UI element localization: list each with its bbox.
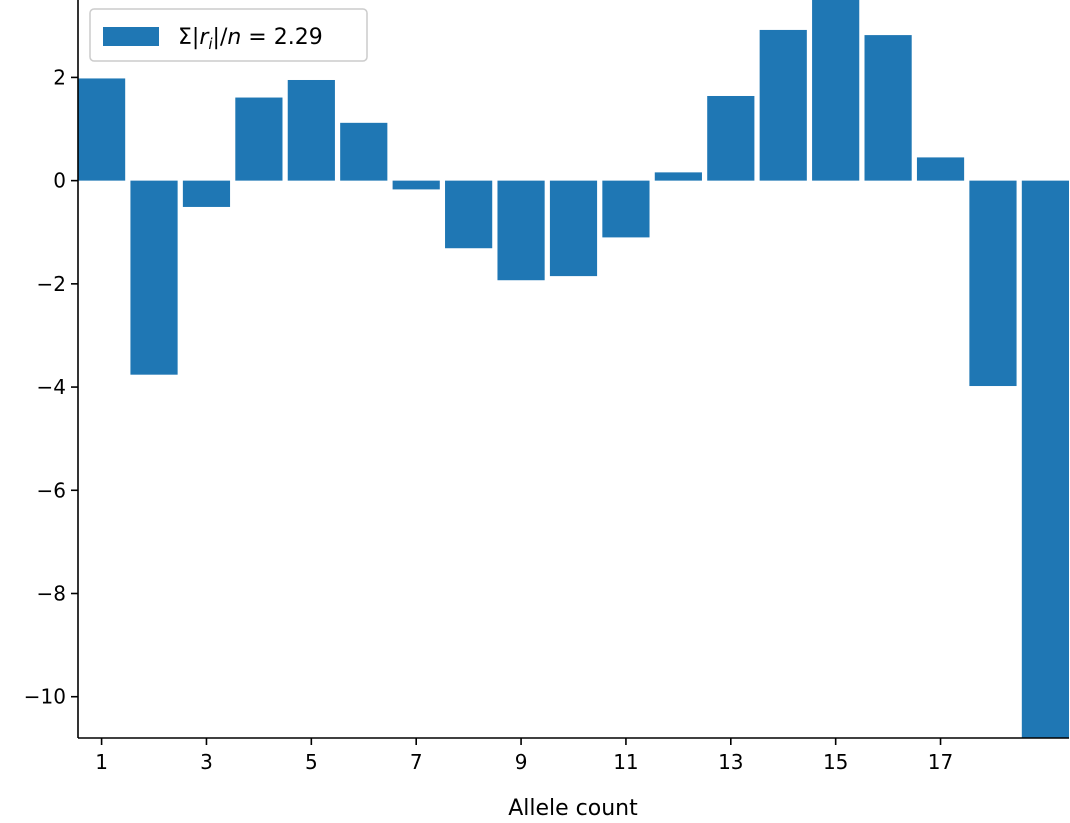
bar-8 <box>445 180 493 249</box>
x-tick-label-1: 1 <box>95 750 108 774</box>
axes-group <box>77 0 1069 739</box>
bar-1 <box>78 78 126 181</box>
bar-4 <box>235 97 283 181</box>
y-tick-label--6: −6 <box>37 478 66 502</box>
bar-13 <box>707 95 755 181</box>
x-tick-label-17: 17 <box>928 750 953 774</box>
x-tick-label-5: 5 <box>305 750 318 774</box>
bar-5 <box>287 79 335 181</box>
x-tick-label-3: 3 <box>200 750 213 774</box>
y-tick-label-2: 2 <box>53 65 66 89</box>
bar-17 <box>916 157 965 181</box>
y-tick-label--8: −8 <box>37 581 66 605</box>
bar-12 <box>654 172 702 181</box>
x-axis-label: Allele count <box>508 796 638 821</box>
y-tick-label--10: −10 <box>24 685 66 709</box>
bar-2 <box>130 180 178 375</box>
bar-11 <box>602 180 650 238</box>
y-tick-label--4: −4 <box>37 375 66 399</box>
ticks-group: 1 3 5 7 9 11 13 15 17−10−8−6−4−202 <box>24 65 953 774</box>
x-tick-label-13: 13 <box>718 750 743 774</box>
bar-16 <box>864 35 912 181</box>
bar-3 <box>182 180 231 207</box>
x-tick-label-9: 9 <box>515 750 528 774</box>
legend: Σ|ri|/n = 2.29 <box>89 8 368 62</box>
bar-19 <box>1021 180 1069 738</box>
bar-10 <box>549 180 598 277</box>
legend-box <box>89 8 368 62</box>
y-tick-label--2: −2 <box>37 272 66 296</box>
y-tick-label-0: 0 <box>53 169 66 193</box>
bar-18 <box>969 180 1017 387</box>
x-tick-label-11: 11 <box>613 750 638 774</box>
legend-entry-text: Σ|ri|/n = 2.29 <box>178 25 323 53</box>
legend-swatch <box>103 27 159 46</box>
bar-6 <box>340 122 388 181</box>
bar-15 <box>812 0 860 181</box>
bars-group <box>78 0 1069 738</box>
bar-9 <box>497 180 545 281</box>
x-tick-label-7: 7 <box>410 750 423 774</box>
bar-7 <box>392 180 440 190</box>
bar-14 <box>759 29 807 181</box>
x-tick-label-15: 15 <box>823 750 848 774</box>
